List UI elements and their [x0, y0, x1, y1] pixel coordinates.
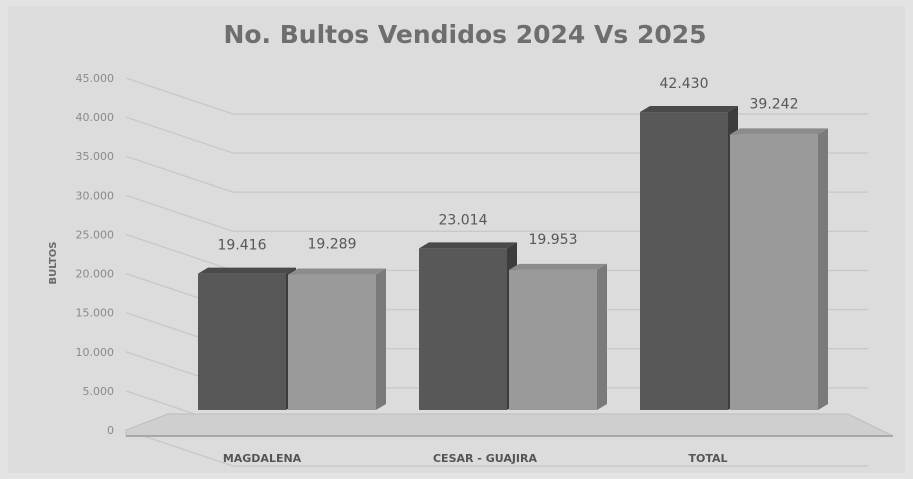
chart-container: No. Bultos Vendidos 2024 Vs 2025 BULTOS …	[8, 6, 905, 473]
data-label: 19.289	[308, 237, 357, 253]
bars	[198, 106, 828, 410]
bar-top	[419, 242, 517, 249]
bar-top	[640, 106, 738, 113]
bar	[640, 112, 728, 410]
bar	[198, 273, 286, 410]
bar-top	[198, 267, 296, 274]
x-tick-label: CESAR - GUAJIRA	[433, 452, 538, 465]
data-label: 42.430	[660, 76, 709, 92]
y-axis-ticks: 0 5.000 10.000 15.000 20.000 25.000 30.000 35.0…	[76, 72, 115, 437]
y-tick-label: 25.000	[76, 228, 115, 241]
bar-side	[818, 128, 828, 410]
y-tick-label: 35.000	[76, 150, 115, 163]
x-tick-label: TOTAL	[688, 452, 727, 465]
y-tick-label: 20.000	[76, 268, 115, 281]
bar-top	[730, 128, 828, 135]
bar	[509, 269, 597, 410]
y-axis-label: BULTOS	[48, 242, 59, 285]
y-tick-label: 10.000	[76, 346, 115, 359]
chart-floor	[125, 413, 894, 437]
data-label: 19.416	[218, 238, 267, 254]
bar	[288, 274, 376, 410]
x-axis-ticks: MAGDALENA CESAR - GUAJIRA TOTAL	[223, 452, 728, 465]
bar-side	[597, 263, 607, 410]
y-tick-label: 15.000	[76, 307, 115, 320]
bar-side	[376, 268, 386, 410]
data-labels: 19.416 19.289 23.014 19.953 42.430 39.242	[218, 76, 799, 254]
bar	[419, 248, 507, 410]
floor-plane	[125, 413, 894, 437]
y-tick-label: 30.000	[76, 189, 115, 202]
bar-top	[509, 263, 607, 270]
y-tick-label: 40.000	[76, 111, 115, 124]
bar-chart: No. Bultos Vendidos 2024 Vs 2025 BULTOS …	[48, 20, 894, 467]
chart-title: No. Bultos Vendidos 2024 Vs 2025	[223, 20, 706, 49]
x-tick-label: MAGDALENA	[223, 452, 302, 465]
data-label: 39.242	[750, 96, 799, 112]
gridline	[125, 429, 868, 467]
bar	[730, 134, 818, 410]
y-tick-label: 5.000	[83, 385, 115, 398]
data-label: 19.953	[529, 232, 578, 248]
data-label: 23.014	[439, 212, 488, 228]
y-tick-label: 0	[107, 424, 114, 437]
bar-top	[288, 268, 386, 275]
y-tick-label: 45.000	[76, 72, 115, 85]
